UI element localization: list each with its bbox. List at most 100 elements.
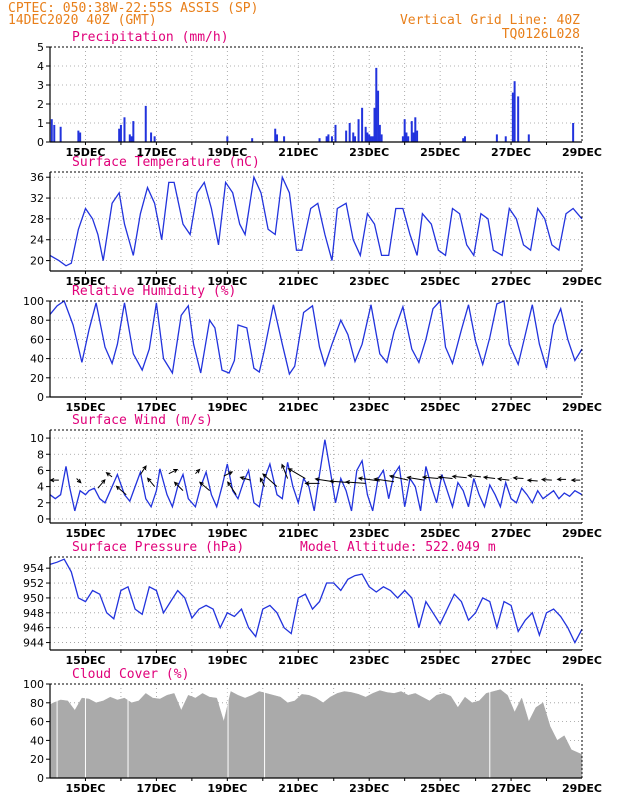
precip-bar: [378, 124, 381, 142]
pressure-date-label: 25DEC: [420, 654, 460, 667]
precip-ytick-label: 5: [37, 41, 44, 54]
precip-date-label: 25DEC: [420, 146, 460, 159]
temp-date-label: 15DEC: [65, 275, 105, 288]
humidity-plot-area: [50, 301, 582, 397]
pressure-ytick-label: 948: [23, 607, 44, 620]
pressure-line: [49, 558, 583, 645]
wind-date-label: 19DEC: [207, 527, 247, 540]
temp-ytick-label: 32: [30, 192, 44, 205]
humidity-ytick-label: 0: [37, 391, 44, 404]
wind-wind-vector: [482, 475, 496, 480]
wind-wind-vector: [467, 473, 481, 479]
cloud-ytick-label: 20: [30, 753, 44, 766]
precip-bar: [495, 134, 498, 142]
precip-date-label: 15DEC: [65, 146, 105, 159]
wind-wind-vector: [223, 471, 234, 477]
header-location: CPTEC: 050:38W-22:55S ASSIS (SP): [8, 1, 258, 16]
precip-bar: [50, 119, 53, 142]
wind-plot-area: [50, 430, 582, 523]
wind-ytick-label: 4: [37, 481, 44, 494]
cloud-cover-title: Cloud Cover (%): [72, 667, 189, 682]
wind-wind-vector: [388, 474, 409, 481]
precip-ytick-label: 0: [37, 136, 44, 149]
wind-wind-vector: [556, 477, 567, 482]
precip-plot-area: [50, 47, 582, 142]
humidity-date-label: 27DEC: [491, 401, 531, 414]
cloud-ytick-label: 100: [23, 678, 44, 691]
precip-bar: [410, 121, 413, 142]
pressure-date-label: 29DEC: [562, 654, 602, 667]
precip-bar: [318, 138, 321, 142]
cloud-date-label: 25DEC: [420, 782, 460, 795]
pressure-date-label: 17DEC: [136, 654, 176, 667]
precip-bar: [412, 132, 415, 142]
precip-bar: [511, 92, 514, 142]
precip-bar: [325, 136, 328, 142]
wind-wind-vector: [105, 472, 113, 478]
pressure-ytick-label: 952: [23, 577, 44, 590]
humidity-date-label: 25DEC: [420, 401, 460, 414]
precip-bar: [407, 136, 410, 142]
pressure-plot-area: [50, 557, 582, 650]
precip-bar: [414, 117, 417, 142]
precip-bar: [251, 138, 254, 142]
precip-bar: [327, 134, 330, 142]
pressure-date-label: 15DEC: [65, 654, 105, 667]
precip-bar: [357, 119, 360, 142]
wind-date-label: 29DEC: [562, 527, 602, 540]
precip-bar: [348, 123, 351, 142]
wind-wind-vector: [512, 475, 524, 481]
temp-date-label: 23DEC: [349, 275, 389, 288]
temp-date-label: 17DEC: [136, 275, 176, 288]
precip-ytick-label: 2: [37, 98, 44, 111]
cloud-ytick-label: 80: [30, 697, 44, 710]
precip-bar: [366, 132, 369, 142]
pressure-ytick-label: 946: [23, 622, 44, 635]
humidity-ytick-label: 20: [30, 372, 44, 385]
header-run-date: 14DEC2020 40Z (GMT): [8, 13, 157, 28]
precip-bar: [369, 136, 372, 142]
humidity-ytick-label: 80: [30, 314, 44, 327]
humidity-date-label: 29DEC: [562, 401, 602, 414]
precip-date-label: 19DEC: [207, 146, 247, 159]
precip-bar: [572, 123, 575, 142]
temp-ytick-label: 28: [30, 213, 44, 226]
wind-wind-vector: [373, 477, 395, 483]
precip-date-label: 27DEC: [491, 146, 531, 159]
temp-date-label: 27DEC: [491, 275, 531, 288]
humidity-ytick-label: 60: [30, 333, 44, 346]
wind-wind-vector: [406, 475, 425, 481]
wind-date-label: 25DEC: [420, 527, 460, 540]
wind-ytick-label: 6: [37, 464, 44, 477]
wind-wind-vector: [526, 478, 538, 483]
humidity-title: Relative Humidity (%): [72, 284, 236, 299]
pressure-date-label: 19DEC: [207, 654, 247, 667]
wind-wind-vector: [76, 478, 82, 484]
header-model-id: TQ0126L028: [502, 27, 580, 42]
temp-date-label: 25DEC: [420, 275, 460, 288]
precip-ytick-label: 1: [37, 117, 44, 130]
cloud-date-label: 15DEC: [65, 782, 105, 795]
wind-ytick-label: 10: [30, 432, 44, 445]
precip-bar: [416, 130, 419, 142]
precip-bar: [53, 124, 56, 142]
precip-bar: [150, 132, 153, 142]
model-altitude-label: Model Altitude: 522.049 m: [300, 540, 496, 555]
precip-bar: [462, 138, 465, 142]
wind-title: Surface Wind (m/s): [72, 413, 213, 428]
precip-bar: [401, 136, 404, 142]
wind-wind-vector: [168, 468, 179, 475]
precip-date-label: 23DEC: [349, 146, 389, 159]
pressure-ytick-label: 950: [23, 592, 44, 605]
precip-bar: [153, 136, 156, 142]
wind-wind-vector: [198, 481, 210, 492]
precip-bar: [79, 132, 82, 142]
precip-bar: [330, 136, 333, 142]
precip-bar: [283, 136, 286, 142]
wind-wind-vector: [227, 481, 237, 495]
wind-wind-vector: [115, 485, 127, 496]
precip-bar: [403, 119, 406, 142]
precip-bar: [130, 136, 133, 142]
wind-ytick-label: 0: [37, 513, 44, 526]
